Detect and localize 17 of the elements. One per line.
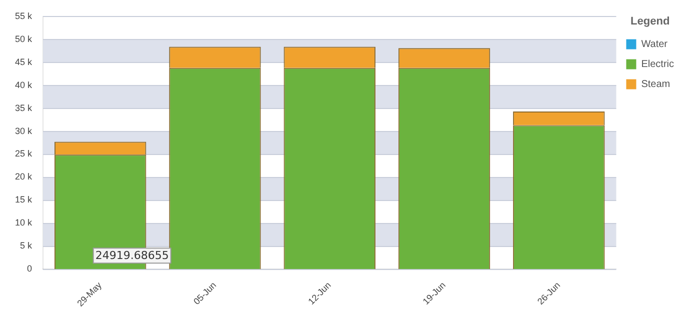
legend-title: Legend: [630, 16, 670, 28]
y-tick-label: 5 k: [20, 240, 32, 251]
y-tick-label: 30 k: [14, 126, 33, 136]
legend-label: Steam: [641, 78, 670, 90]
y-tick-label: 35 k: [14, 102, 33, 113]
y-tick-label: 15 k: [14, 194, 33, 205]
y-tick-label: 55 k: [14, 10, 33, 21]
y-tick-label: 25 k: [14, 148, 33, 159]
y-tick-label: 40 k: [14, 80, 33, 90]
y-tick-label: 45 k: [14, 56, 33, 67]
y-tick-label: 0: [26, 264, 32, 274]
y-tick-label: 20 k: [14, 172, 33, 182]
y-tick-label: 50 k: [14, 34, 33, 44]
legend-label: Electric: [641, 58, 674, 70]
legend-label: Water: [641, 38, 668, 50]
annotation: 24919.68655: [95, 249, 169, 262]
y-tick-label: 10 k: [14, 218, 33, 228]
